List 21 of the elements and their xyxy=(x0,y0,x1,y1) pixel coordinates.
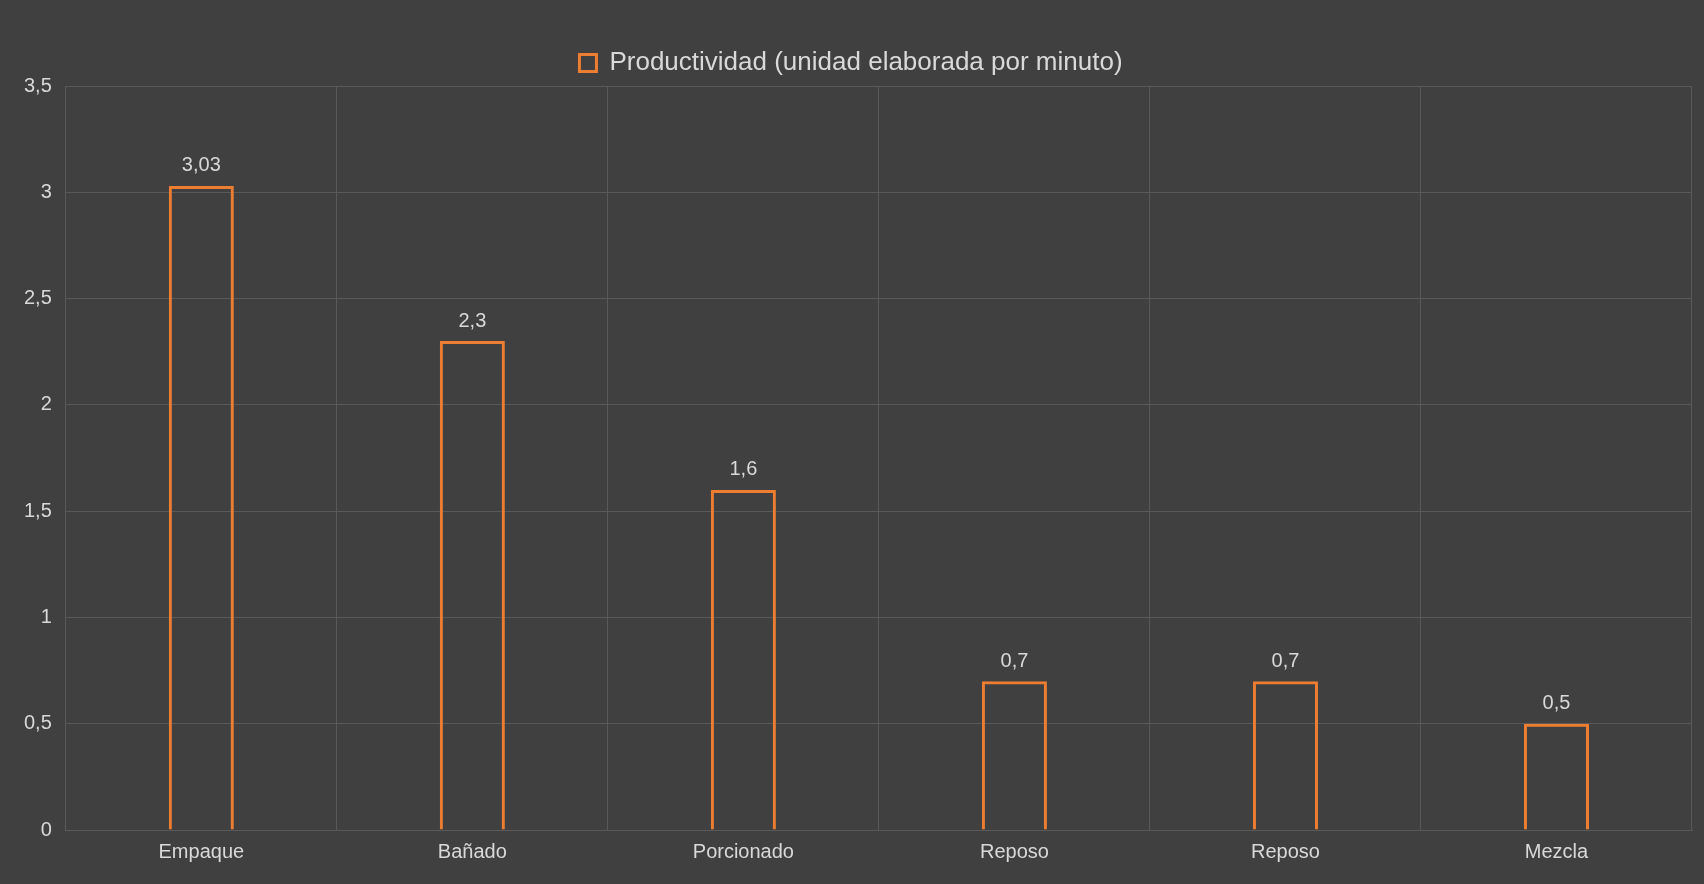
data-label: 2,3 xyxy=(458,308,487,331)
y-tick-label: 0,5 xyxy=(23,711,52,734)
y-tick-label: 3,5 xyxy=(23,73,52,96)
x-tick-label: Empaque xyxy=(158,839,245,862)
data-label: 3,03 xyxy=(181,153,221,176)
x-tick-label: Bañado xyxy=(437,839,507,862)
y-tick-label: 0 xyxy=(40,817,52,840)
x-tick-label: Reposo xyxy=(1250,839,1320,862)
y-tick-label: 2,5 xyxy=(23,286,52,309)
x-tick-label: Porcionado xyxy=(692,839,794,862)
y-tick-label: 3 xyxy=(40,179,52,202)
data-label: 0,7 xyxy=(1000,648,1029,671)
y-tick-label: 2 xyxy=(40,392,52,415)
data-label: 0,7 xyxy=(1271,648,1300,671)
legend-label: Productividad (unidad elaborada por minuto) xyxy=(609,46,1123,77)
data-label: 1,6 xyxy=(729,457,758,480)
x-tick-label: Reposo xyxy=(979,839,1049,862)
y-tick-label: 1 xyxy=(40,604,52,627)
y-tick-label: 1,5 xyxy=(23,498,52,521)
data-label: 0,5 xyxy=(1542,691,1571,714)
x-tick-label: Mezcla xyxy=(1524,839,1590,862)
